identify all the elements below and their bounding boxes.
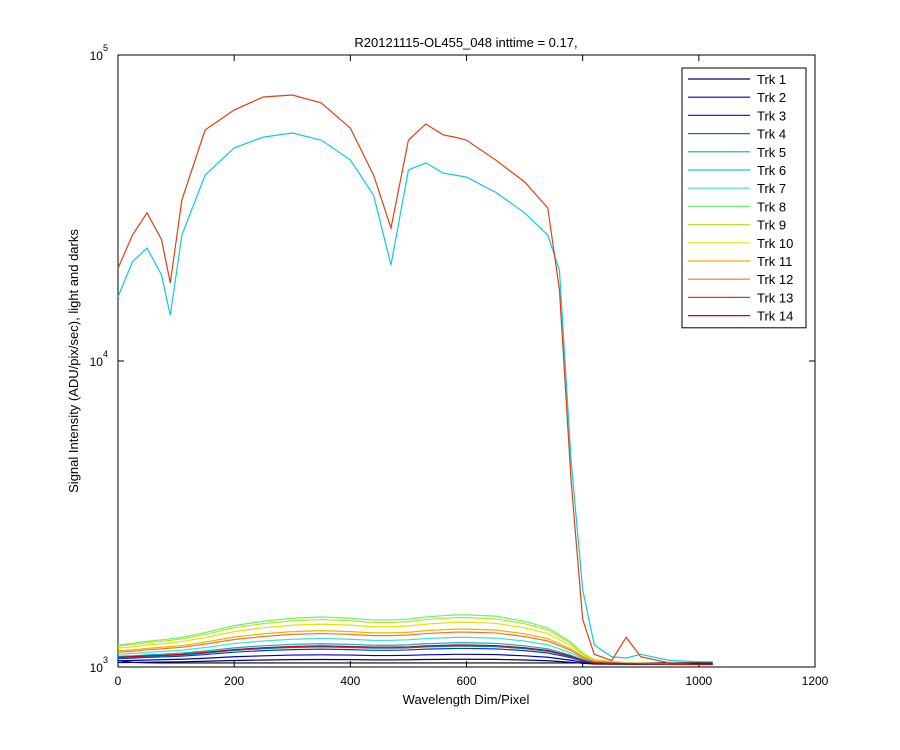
x-tick-label: 200 [224,674,244,688]
x-tick-label: 600 [456,674,476,688]
legend-label: Trk 5 [757,145,786,160]
series-line [117,644,713,665]
legend-label: Trk 9 [757,218,786,233]
legend-label: Trk 6 [757,163,786,178]
legend-box [681,67,807,329]
legend-label: Trk 8 [757,199,786,214]
legend-label: Trk 7 [757,181,786,196]
series-line [117,631,713,665]
y-axis-label: Signal Intensity (ADU/pix/sec), light an… [66,229,81,493]
x-tick-label: 1200 [802,674,829,688]
legend-label: Trk 1 [757,72,786,87]
legend-label: Trk 2 [757,90,786,105]
legend-label: Trk 3 [757,108,786,123]
legend-label: Trk 12 [757,272,793,287]
y-tick-label: 103 [90,655,108,675]
y-tick-label: 105 [90,43,108,63]
series-line [117,94,713,665]
x-tick-label: 0 [115,674,122,688]
chart-title: R20121115-OL455_048 inttime = 0.17, [354,35,577,50]
legend-label: Trk 14 [757,309,793,324]
legend-label: Trk 10 [757,236,793,251]
y-tick-label: 104 [90,349,108,369]
series-line [117,132,713,663]
legend-label: Trk 13 [757,290,793,305]
x-tick-label: 800 [573,674,593,688]
legend-label: Trk 11 [757,254,792,269]
x-tick-label: 400 [340,674,360,688]
legend-label: Trk 4 [757,127,786,142]
x-axis-label: Wavelength Dim/Pixel [403,692,530,707]
x-tick-label: 1000 [685,674,712,688]
